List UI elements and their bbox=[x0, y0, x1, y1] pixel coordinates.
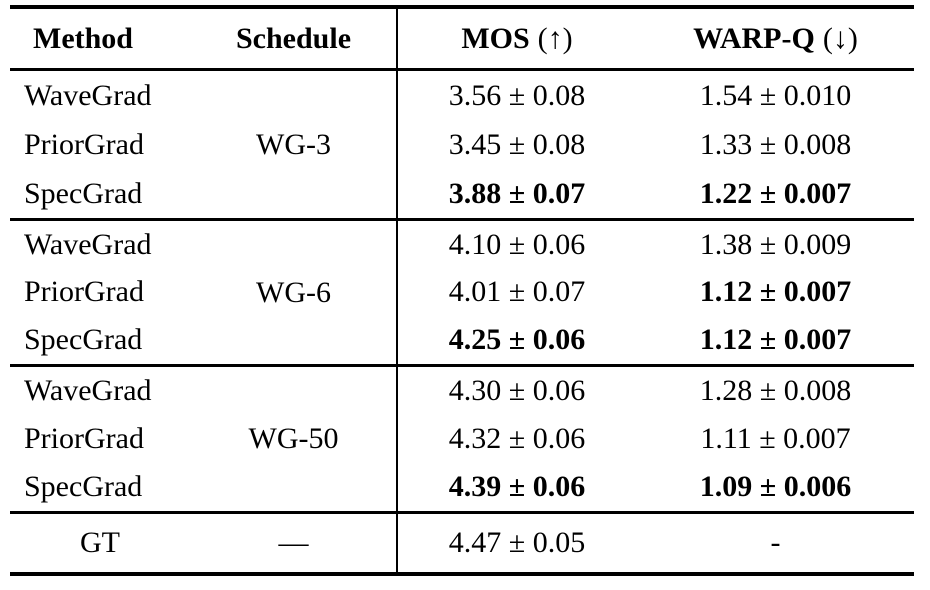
mos-cell: 4.32 ± 0.06 bbox=[448, 422, 586, 455]
mos-cell: 3.45 ± 0.08 bbox=[448, 127, 586, 161]
mos-cell: 4.10 ± 0.06 bbox=[448, 227, 586, 261]
group2-rule bbox=[10, 364, 914, 367]
mos-cell: 4.25 ± 0.06 bbox=[448, 323, 586, 357]
header-rule bbox=[10, 68, 914, 71]
warpq-cell: 1.33 ± 0.008 bbox=[699, 127, 852, 161]
mos-cell: 4.01 ± 0.07 bbox=[448, 275, 586, 309]
group3-rule bbox=[10, 511, 914, 514]
warpq-cell: 1.22 ± 0.007 bbox=[699, 176, 852, 210]
schedule-cell: — bbox=[278, 526, 309, 559]
method-cell: SpecGrad bbox=[24, 176, 143, 210]
warpq-cell: 1.28 ± 0.008 bbox=[699, 374, 852, 407]
method-cell: SpecGrad bbox=[24, 470, 143, 503]
warpq-cell: 1.12 ± 0.007 bbox=[699, 323, 852, 357]
col-header-method: Method bbox=[33, 21, 133, 55]
bottom-rule bbox=[10, 572, 914, 576]
warpq-cell: 1.12 ± 0.007 bbox=[699, 275, 852, 309]
method-cell: PriorGrad bbox=[24, 275, 144, 309]
mos-label: MOS bbox=[461, 21, 530, 55]
schedule-cell: WG-6 bbox=[256, 275, 331, 309]
mos-cell: 4.30 ± 0.06 bbox=[448, 374, 586, 407]
group-wg3: WaveGrad PriorGrad SpecGrad WG-3 3.56 ± … bbox=[10, 71, 914, 218]
method-cell: PriorGrad bbox=[24, 127, 144, 161]
schedule-cell: WG-50 bbox=[248, 422, 339, 455]
method-cell: SpecGrad bbox=[24, 323, 143, 357]
group-wg50: WaveGrad PriorGrad SpecGrad WG-50 4.30 ±… bbox=[10, 367, 914, 511]
mos-cell: 4.39 ± 0.06 bbox=[448, 470, 586, 503]
col-header-schedule: Schedule bbox=[235, 21, 352, 55]
method-cell: WaveGrad bbox=[24, 78, 152, 112]
warpq-label: WARP-Q bbox=[693, 21, 815, 55]
col-header-mos: MOS (↑) bbox=[397, 9, 637, 68]
table-header: Method Schedule MOS (↑) WARP-Q (↓) bbox=[10, 9, 914, 68]
method-cell: WaveGrad bbox=[24, 374, 152, 407]
ground-truth-row: GT — 4.47 ± 0.05 - bbox=[10, 514, 914, 572]
mos-cell: 3.56 ± 0.08 bbox=[448, 78, 586, 112]
warpq-cell: - bbox=[770, 526, 781, 559]
mos-cell: 3.88 ± 0.07 bbox=[448, 176, 586, 210]
warpq-cell: 1.11 ± 0.007 bbox=[700, 422, 851, 455]
group1-rule bbox=[10, 218, 914, 221]
mos-cell: 4.47 ± 0.05 bbox=[448, 526, 586, 559]
method-cell: WaveGrad bbox=[24, 227, 152, 261]
schedule-cell: WG-3 bbox=[256, 127, 331, 161]
up-arrow-icon: (↑) bbox=[537, 21, 573, 55]
warpq-cell: 1.54 ± 0.010 bbox=[699, 78, 852, 112]
top-rule bbox=[10, 5, 914, 9]
col-header-warpq: WARP-Q (↓) bbox=[637, 9, 914, 68]
method-cell: GT bbox=[80, 526, 120, 559]
warpq-cell: 1.09 ± 0.006 bbox=[699, 470, 852, 503]
group-wg6: WaveGrad PriorGrad SpecGrad WG-6 4.10 ± … bbox=[10, 221, 914, 364]
column-divider bbox=[396, 9, 398, 572]
down-arrow-icon: (↓) bbox=[822, 21, 858, 55]
warpq-cell: 1.38 ± 0.009 bbox=[699, 227, 852, 261]
method-cell: PriorGrad bbox=[24, 422, 144, 455]
